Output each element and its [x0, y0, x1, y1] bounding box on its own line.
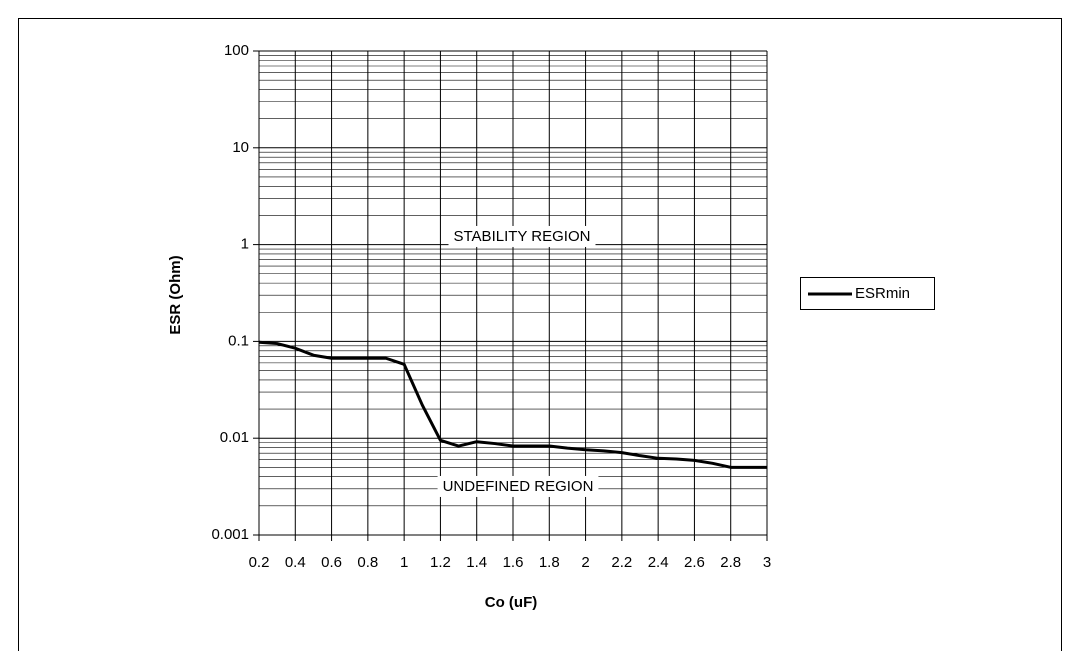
annotation: STABILITY REGION [454, 228, 591, 245]
x-tick-label: 2.6 [684, 554, 705, 571]
x-axis-label: Co (uF) [485, 594, 537, 611]
x-tick-label: 0.6 [321, 554, 342, 571]
x-tick-label: 2 [581, 554, 589, 571]
x-tick-label: 1.6 [503, 554, 524, 571]
x-tick-label: 2.2 [611, 554, 632, 571]
annotation-background [448, 225, 596, 247]
y-tick-label: 0.001 [211, 526, 249, 543]
x-tick-label: 1.2 [430, 554, 451, 571]
annotation-background [437, 475, 599, 497]
y-tick-label: 10 [232, 139, 249, 156]
legend-label: ESRmin [855, 285, 910, 302]
x-tick-label: 0.8 [357, 554, 378, 571]
y-tick-label: 0.01 [220, 429, 249, 446]
x-tick-label: 1 [400, 554, 408, 571]
y-tick-label: 1 [241, 236, 249, 253]
x-tick-label: 1.8 [539, 554, 560, 571]
x-tick-label: 2.8 [720, 554, 741, 571]
y-tick-label: 100 [224, 42, 249, 59]
x-tick-label: 3 [763, 554, 771, 571]
y-tick-label: 0.1 [228, 332, 249, 349]
x-tick-label: 2.4 [648, 554, 669, 571]
series-line [258, 340, 767, 469]
x-tick-label: 1.4 [466, 554, 487, 571]
x-tick-label: 0.2 [249, 554, 270, 571]
y-axis-label: ESR (Ohm) [167, 255, 184, 334]
annotation: UNDEFINED REGION [443, 478, 594, 495]
x-tick-label: 0.4 [285, 554, 306, 571]
figure-border [18, 18, 1062, 651]
